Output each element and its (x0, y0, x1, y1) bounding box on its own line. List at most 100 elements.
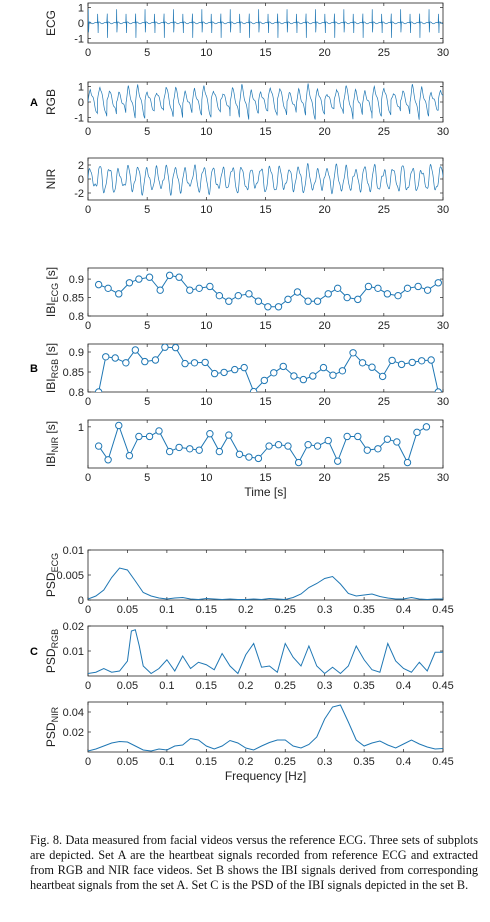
data-point (408, 358, 416, 367)
x-tick-label: 15 (259, 396, 271, 408)
x-tick-label: 10 (200, 126, 212, 138)
series-line (88, 9, 443, 38)
y-tick-label: 0.005 (56, 570, 84, 582)
y-axis-label: ECG (44, 10, 58, 36)
x-tick-label: 10 (200, 320, 212, 332)
x-tick-label: 25 (378, 396, 390, 408)
data-point (165, 271, 174, 280)
y-axis-label: RGB (44, 89, 58, 115)
data-point (111, 354, 119, 362)
x-tick-label: 0.3 (317, 680, 332, 692)
series-line (88, 163, 443, 196)
data-point (265, 442, 273, 450)
data-point (422, 423, 431, 431)
set-label: A (30, 97, 38, 109)
data-point (354, 432, 362, 441)
y-tick-label: 1 (78, 3, 84, 15)
y-tick-label: 0.8 (69, 387, 84, 399)
x-tick-label: 0 (85, 756, 91, 768)
y-tick-label: 0.02 (63, 621, 84, 633)
x-tick-label: 10 (200, 472, 212, 484)
x-tick-label: 0.15 (196, 604, 217, 616)
x-tick-label: 30 (437, 396, 449, 408)
data-point (122, 359, 130, 367)
data-point (245, 290, 253, 298)
data-point (358, 359, 367, 367)
data-point (427, 356, 435, 364)
x-axis-label: Frequency [Hz] (225, 769, 306, 783)
data-point (284, 295, 292, 304)
y-tick-label: 0.04 (63, 707, 84, 719)
data-point (145, 273, 154, 281)
data-point (215, 447, 224, 456)
data-point (324, 436, 332, 445)
x-tick-label: 0 (85, 604, 91, 616)
axes-frame (87, 625, 444, 677)
data-point (201, 358, 209, 367)
data-point (249, 387, 258, 392)
x-tick-label: 30 (437, 47, 449, 59)
data-point (161, 344, 169, 351)
x-tick-label: 0.35 (353, 604, 374, 616)
data-point (254, 297, 263, 305)
data-point (333, 284, 342, 293)
x-tick-label: 0.05 (117, 756, 138, 768)
data-point (235, 450, 244, 458)
y-tick-label: 0.8 (69, 311, 84, 323)
subplot-C3: 0 0.05 0.1 0.15 0.2 0.25 0.3 0.35 0.4 0.45 0.04 0.0… (44, 701, 454, 783)
data-point (309, 372, 317, 380)
data-point (279, 362, 287, 371)
data-point (186, 286, 194, 294)
data-point (403, 284, 412, 293)
x-tick-label: 0.25 (275, 756, 296, 768)
x-tick-label: 5 (144, 396, 150, 408)
x-tick-label: 0.2 (238, 604, 253, 616)
x-tick-label: 5 (144, 126, 150, 138)
x-tick-label: 5 (144, 320, 150, 332)
data-point (245, 453, 253, 461)
data-point (313, 297, 322, 305)
set-label: C (30, 646, 38, 658)
data-point (293, 288, 302, 296)
data-point (368, 363, 376, 371)
data-point (319, 363, 328, 372)
data-point (363, 446, 371, 454)
data-point (206, 282, 214, 291)
data-point (115, 290, 123, 298)
data-point (125, 279, 134, 287)
data-point (190, 359, 199, 367)
subplot-B1: 0 5 10 15 20 25 30 0.9 0.85 0.8 IBIECG [s] (44, 267, 449, 332)
data-point (195, 446, 203, 454)
x-tick-label: 0.05 (117, 680, 138, 692)
data-point (225, 431, 233, 439)
data-point (151, 356, 160, 364)
data-point (195, 284, 203, 293)
x-tick-label: 0 (85, 472, 91, 484)
x-tick-label: 25 (378, 320, 390, 332)
x-tick-label: 5 (144, 47, 150, 59)
data-point (274, 303, 283, 311)
x-tick-label: 15 (259, 47, 271, 59)
data-point (333, 457, 342, 465)
y-tick-label: 2 (78, 160, 84, 172)
series-line (88, 704, 443, 752)
x-tick-label: 10 (200, 396, 212, 408)
y-tick-label: 1 (78, 422, 84, 434)
y-axis-label: IBINIR [s] (44, 421, 60, 467)
data-point (414, 282, 422, 291)
x-tick-label: 0.4 (396, 604, 411, 616)
data-point (304, 297, 312, 305)
x-tick-label: 25 (378, 472, 390, 484)
x-tick-label: 0.3 (317, 756, 332, 768)
x-tick-label: 30 (437, 320, 449, 332)
y-tick-label: 0.01 (63, 545, 84, 557)
x-tick-label: 20 (319, 320, 331, 332)
axes-frame (87, 343, 444, 393)
data-point (299, 375, 308, 384)
data-point (104, 456, 112, 464)
x-tick-label: 5 (144, 204, 150, 216)
x-tick-label: 0 (85, 47, 91, 59)
data-point (240, 363, 248, 372)
